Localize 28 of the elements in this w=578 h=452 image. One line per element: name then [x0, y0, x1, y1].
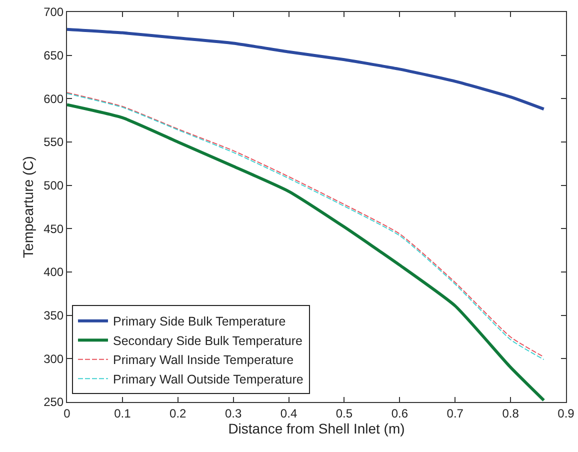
y-tick-label: 550 [44, 135, 64, 150]
y-tick-label: 300 [44, 352, 64, 366]
x-tick-label: 0.1 [114, 406, 132, 420]
x-axis-title: Distance from Shell Inlet (m) [228, 420, 405, 437]
legend-label: Primary Side Bulk Temperature [112, 314, 286, 329]
line-series [67, 28, 546, 111]
y-tick-label: 650 [44, 48, 64, 63]
y-tick-label: 450 [44, 222, 64, 236]
y-tick-label: 350 [44, 308, 64, 323]
x-tick-label: 0.5 [336, 406, 353, 420]
x-tick-label: 0.3 [224, 406, 242, 420]
x-tick-label: 0.8 [502, 406, 520, 420]
legend-label: Primary Wall Inside Temperature [112, 353, 294, 368]
line-series [67, 103, 546, 402]
y-tick-label: 400 [44, 265, 64, 280]
legend-label: Secondary Side Bulk Temperature [112, 334, 302, 348]
y-tick-label: 600 [44, 92, 64, 106]
y-tick-label: 500 [44, 178, 64, 193]
x-tick-label: 0.2 [170, 406, 187, 420]
legend-label: Primary Wall Outside Temperature [112, 372, 304, 386]
y-axis-title: Tempearture (C) [20, 156, 36, 258]
y-tick-label: 700 [44, 5, 64, 20]
y-tick-label: 250 [44, 395, 64, 410]
x-tick-label: 0 [64, 406, 71, 420]
x-tick-label: 0.4 [280, 406, 298, 420]
x-tick-label: 0.7 [446, 406, 464, 420]
x-tick-label: 0.9 [558, 406, 575, 420]
x-tick-label: 0.6 [391, 406, 408, 420]
